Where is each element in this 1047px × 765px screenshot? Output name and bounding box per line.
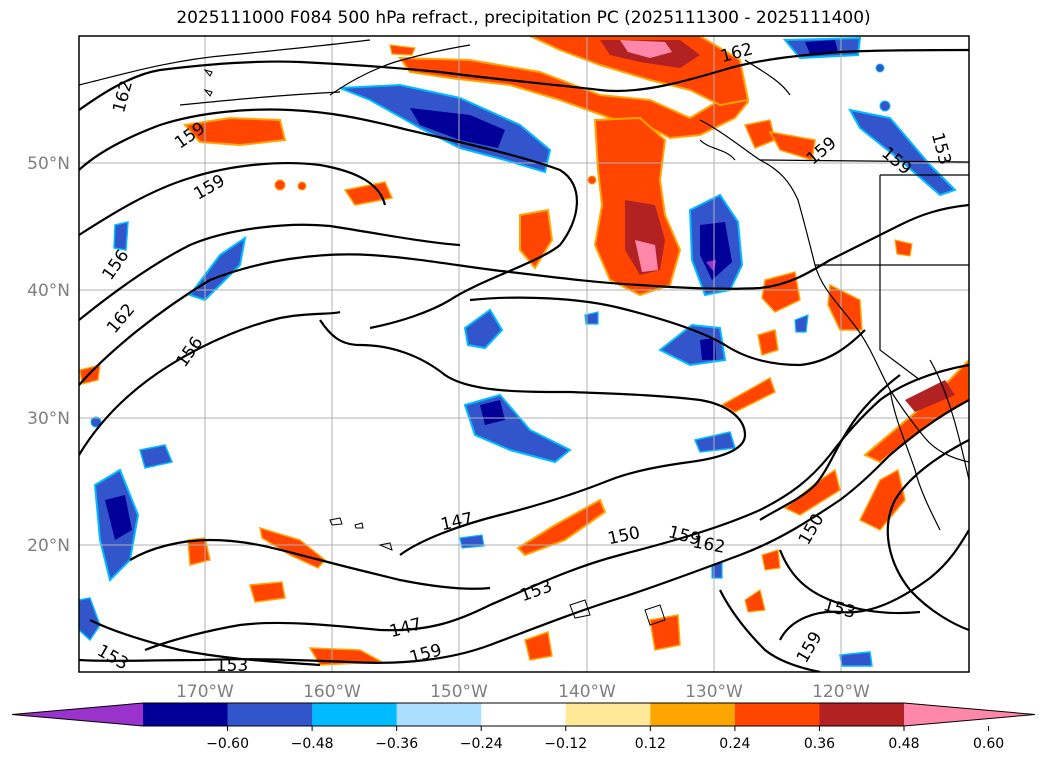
lat-label-20n: 20°N xyxy=(27,536,70,556)
colorbar-tick-label: 0.12 xyxy=(635,736,666,752)
latitude-labels: 50°N 40°N 30°N 20°N xyxy=(27,154,70,556)
lat-label-40n: 40°N xyxy=(27,281,70,301)
colorbar-segment xyxy=(481,703,567,726)
lon-label-160w: 160°W xyxy=(303,682,361,702)
colorbar: −0.60 −0.48 −0.36 −0.24 −0.12 0.12 0.24 0.36 0.4… xyxy=(11,702,1036,752)
colorbar-segment xyxy=(312,703,398,726)
colorbar-tick-label: −0.36 xyxy=(375,736,418,752)
graticule xyxy=(79,36,969,672)
colorbar-extend-low xyxy=(12,703,143,726)
longitude-labels: 170°W 160°W 150°W 140°W 130°W 120°W xyxy=(176,682,870,702)
lon-label-140w: 140°W xyxy=(558,682,616,702)
colorbar-tick-label: −0.12 xyxy=(544,736,587,752)
map-area xyxy=(79,36,969,672)
colorbar-tick-label: −0.48 xyxy=(291,736,334,752)
lat-label-50n: 50°N xyxy=(27,154,70,174)
colorbar-tick-label: 0.36 xyxy=(804,736,835,752)
colorbar-segment xyxy=(143,703,229,726)
colorbar-segment xyxy=(819,703,905,726)
colorbar-tick-label: 0.24 xyxy=(719,736,750,752)
colorbar-segment xyxy=(734,703,820,726)
map-title: 2025111000 F084 500 hPa refract., precip… xyxy=(176,8,871,28)
colorbar-tick-label: 0.60 xyxy=(973,736,1004,752)
lon-label-130w: 130°W xyxy=(685,682,743,702)
map-frame xyxy=(78,35,970,673)
colorbar-segment xyxy=(650,703,736,726)
colorbar-segment xyxy=(227,703,313,726)
lat-label-30n: 30°N xyxy=(27,409,70,429)
colorbar-tick-label: −0.60 xyxy=(206,736,249,752)
colorbar-extend-high xyxy=(904,703,1035,726)
colorbar-tick-label: 0.48 xyxy=(888,736,919,752)
contour-label: 153 xyxy=(216,656,248,676)
colorbar-segment xyxy=(396,703,482,726)
small-islands xyxy=(203,69,666,626)
lon-label-170w: 170°W xyxy=(176,682,234,702)
colorbar-outline xyxy=(11,702,1036,727)
colorbar-tick-label: −0.24 xyxy=(460,736,503,752)
refractivity-contours xyxy=(79,48,969,672)
lon-label-120w: 120°W xyxy=(812,682,870,702)
colorbar-segment xyxy=(565,703,651,726)
lon-label-150w: 150°W xyxy=(430,682,488,702)
